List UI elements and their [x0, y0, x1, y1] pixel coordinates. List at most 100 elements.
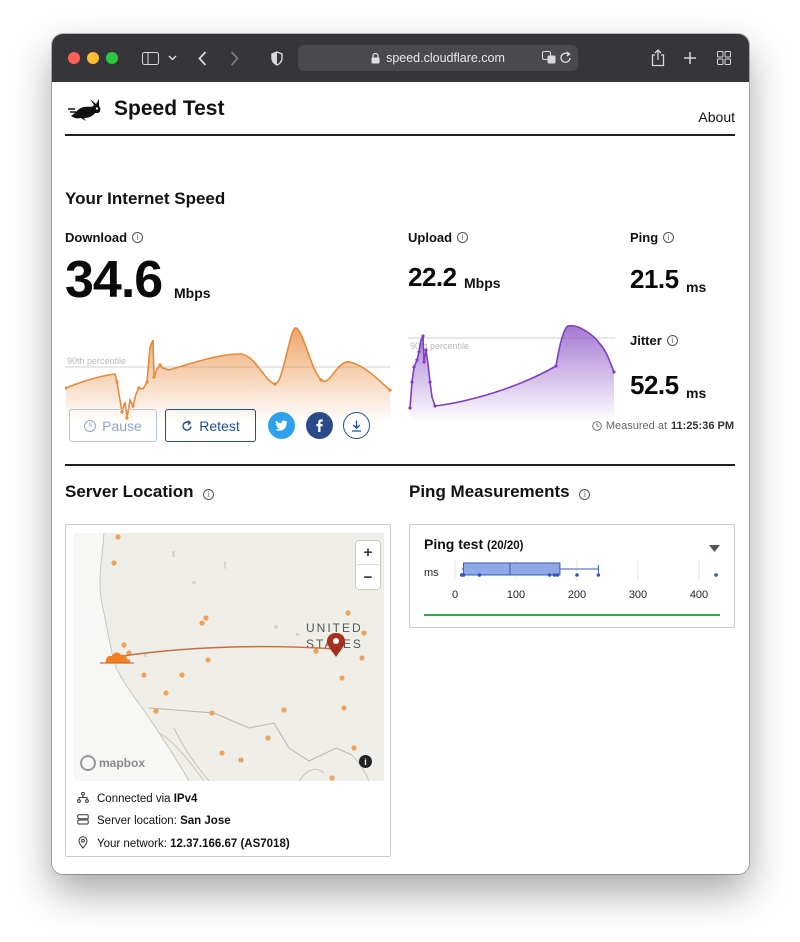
ping-boxplot: 0 100 200 300 400: [452, 560, 718, 601]
back-icon[interactable]: [195, 46, 209, 70]
download-value: 34.6: [65, 251, 163, 309]
page-content: Speed Test About Your Internet Speed Dow…: [52, 82, 749, 874]
page-title: Speed Test: [114, 97, 225, 120]
info-icon[interactable]: i: [666, 335, 678, 346]
section-title: Your Internet Speed: [65, 189, 226, 208]
measured-label: Measured at: [605, 420, 668, 432]
about-link[interactable]: About: [698, 109, 735, 125]
ping-point: [552, 573, 557, 577]
cloudflare-server-icon: [100, 652, 134, 664]
download-unit: Mbps: [174, 285, 211, 301]
server-icon: [76, 814, 90, 828]
browser-toolbar: speed.cloudflare.com: [52, 34, 749, 82]
info-icon[interactable]: i: [663, 232, 675, 243]
ping-tick-label: 400: [690, 589, 708, 601]
download-area: [66, 327, 390, 422]
privacy-shield-icon[interactable]: [270, 46, 284, 70]
info-icon[interactable]: i: [579, 489, 591, 500]
map-zoom-controls: + −: [356, 541, 380, 589]
zoom-in-button[interactable]: +: [356, 541, 380, 565]
brand[interactable]: Speed Test: [68, 96, 224, 122]
new-tab-icon[interactable]: [682, 46, 698, 70]
mapbox-label: mapbox: [99, 756, 146, 770]
forward-icon[interactable]: [227, 46, 241, 70]
minimize-window-button[interactable]: [87, 52, 99, 64]
address-bar[interactable]: speed.cloudflare.com: [298, 45, 578, 71]
server-map[interactable]: UNITED STATES: [74, 533, 384, 781]
connection-route: [115, 645, 337, 658]
sidebar-icon[interactable]: [140, 46, 160, 70]
ping-value: 21.5: [630, 264, 679, 294]
server-location-info: Server location: San Jose: [76, 814, 231, 828]
ping-tick-label: 0: [452, 589, 458, 601]
rabbit-logo-icon: [68, 96, 104, 122]
map-ocean: [74, 533, 189, 781]
map-info-icon[interactable]: i: [359, 755, 372, 768]
map-gulf-coast: [298, 754, 370, 781]
maximize-window-button[interactable]: [106, 52, 118, 64]
ping-measurements-title: Ping Measurements i: [409, 482, 591, 502]
translate-icon[interactable]: [542, 51, 556, 64]
chevron-down-icon[interactable]: [166, 46, 178, 70]
map-coastline: [99, 533, 190, 781]
ping-tick-label: 100: [507, 589, 525, 601]
server-location-value: San Jose: [180, 815, 231, 827]
map-label-united: UNITED: [306, 621, 363, 635]
upload-area: [410, 325, 614, 422]
facebook-icon: [316, 419, 323, 432]
ping-point: [547, 573, 552, 577]
download-percentile-label: 90th percentile: [67, 356, 126, 366]
upload-label: Upload i: [408, 230, 469, 245]
network-tree-icon: [76, 791, 90, 806]
ping-point: [461, 573, 466, 577]
download-icon: [351, 420, 362, 432]
mapbox-attribution[interactable]: mapbox: [80, 755, 145, 771]
jitter-label-text: Jitter: [630, 333, 662, 348]
retest-label: Retest: [199, 417, 240, 434]
collapse-toggle-icon[interactable]: [709, 539, 720, 557]
connection-info: Connected via IPv4: [76, 791, 198, 806]
ping-label-text: Ping: [630, 230, 659, 245]
browser-window: speed.cloudflare.com: [52, 34, 749, 874]
tab-overview-icon[interactable]: [716, 46, 732, 70]
pause-label: Pause: [102, 417, 142, 434]
facebook-share-button[interactable]: [306, 412, 333, 439]
pause-button[interactable]: II Pause: [69, 409, 157, 442]
close-window-button[interactable]: [68, 52, 80, 64]
download-results-button[interactable]: [343, 412, 370, 439]
zoom-out-button[interactable]: −: [363, 568, 373, 586]
ping-measurements-title-text: Ping Measurements: [409, 482, 570, 501]
jitter-label: Jitter i: [630, 333, 678, 348]
clock-icon: [592, 421, 602, 431]
upload-percentile-label: 90th percentile: [410, 341, 469, 351]
network-label: Your network:: [97, 838, 167, 850]
twitter-icon: [275, 420, 288, 431]
retest-button[interactable]: Retest: [165, 409, 256, 442]
jitter-unit: ms: [686, 385, 707, 401]
share-icon[interactable]: [650, 46, 666, 70]
download-label-text: Download: [65, 230, 128, 245]
twitter-share-button[interactable]: [268, 412, 295, 439]
map-baja: [158, 727, 210, 781]
info-icon[interactable]: i: [457, 232, 469, 243]
measured-time: 11:25:36 PM: [671, 420, 734, 432]
ping-point: [477, 573, 482, 577]
ping-point: [596, 573, 601, 577]
map-datacenter-dots: [111, 534, 367, 781]
info-icon[interactable]: i: [132, 232, 144, 243]
info-icon[interactable]: i: [203, 489, 215, 500]
ping-baseline: [424, 614, 720, 616]
section-divider: [65, 464, 735, 466]
network-value: 12.37.166.67 (AS7018): [170, 838, 290, 850]
upload-unit: Mbps: [464, 275, 501, 291]
ping-point: [714, 573, 718, 577]
server-location-label: Server location:: [97, 815, 177, 827]
download-chart: 90th percentile: [65, 327, 392, 422]
jitter-value: 52.5: [630, 370, 679, 400]
download-label: Download i: [65, 230, 144, 245]
reload-icon[interactable]: [560, 51, 572, 64]
connected-value: IPv4: [173, 793, 198, 805]
server-location-title: Server Location i: [65, 482, 215, 502]
network-info: Your network: 12.37.166.67 (AS7018): [76, 836, 290, 852]
ping-tick-label: 300: [629, 589, 647, 601]
